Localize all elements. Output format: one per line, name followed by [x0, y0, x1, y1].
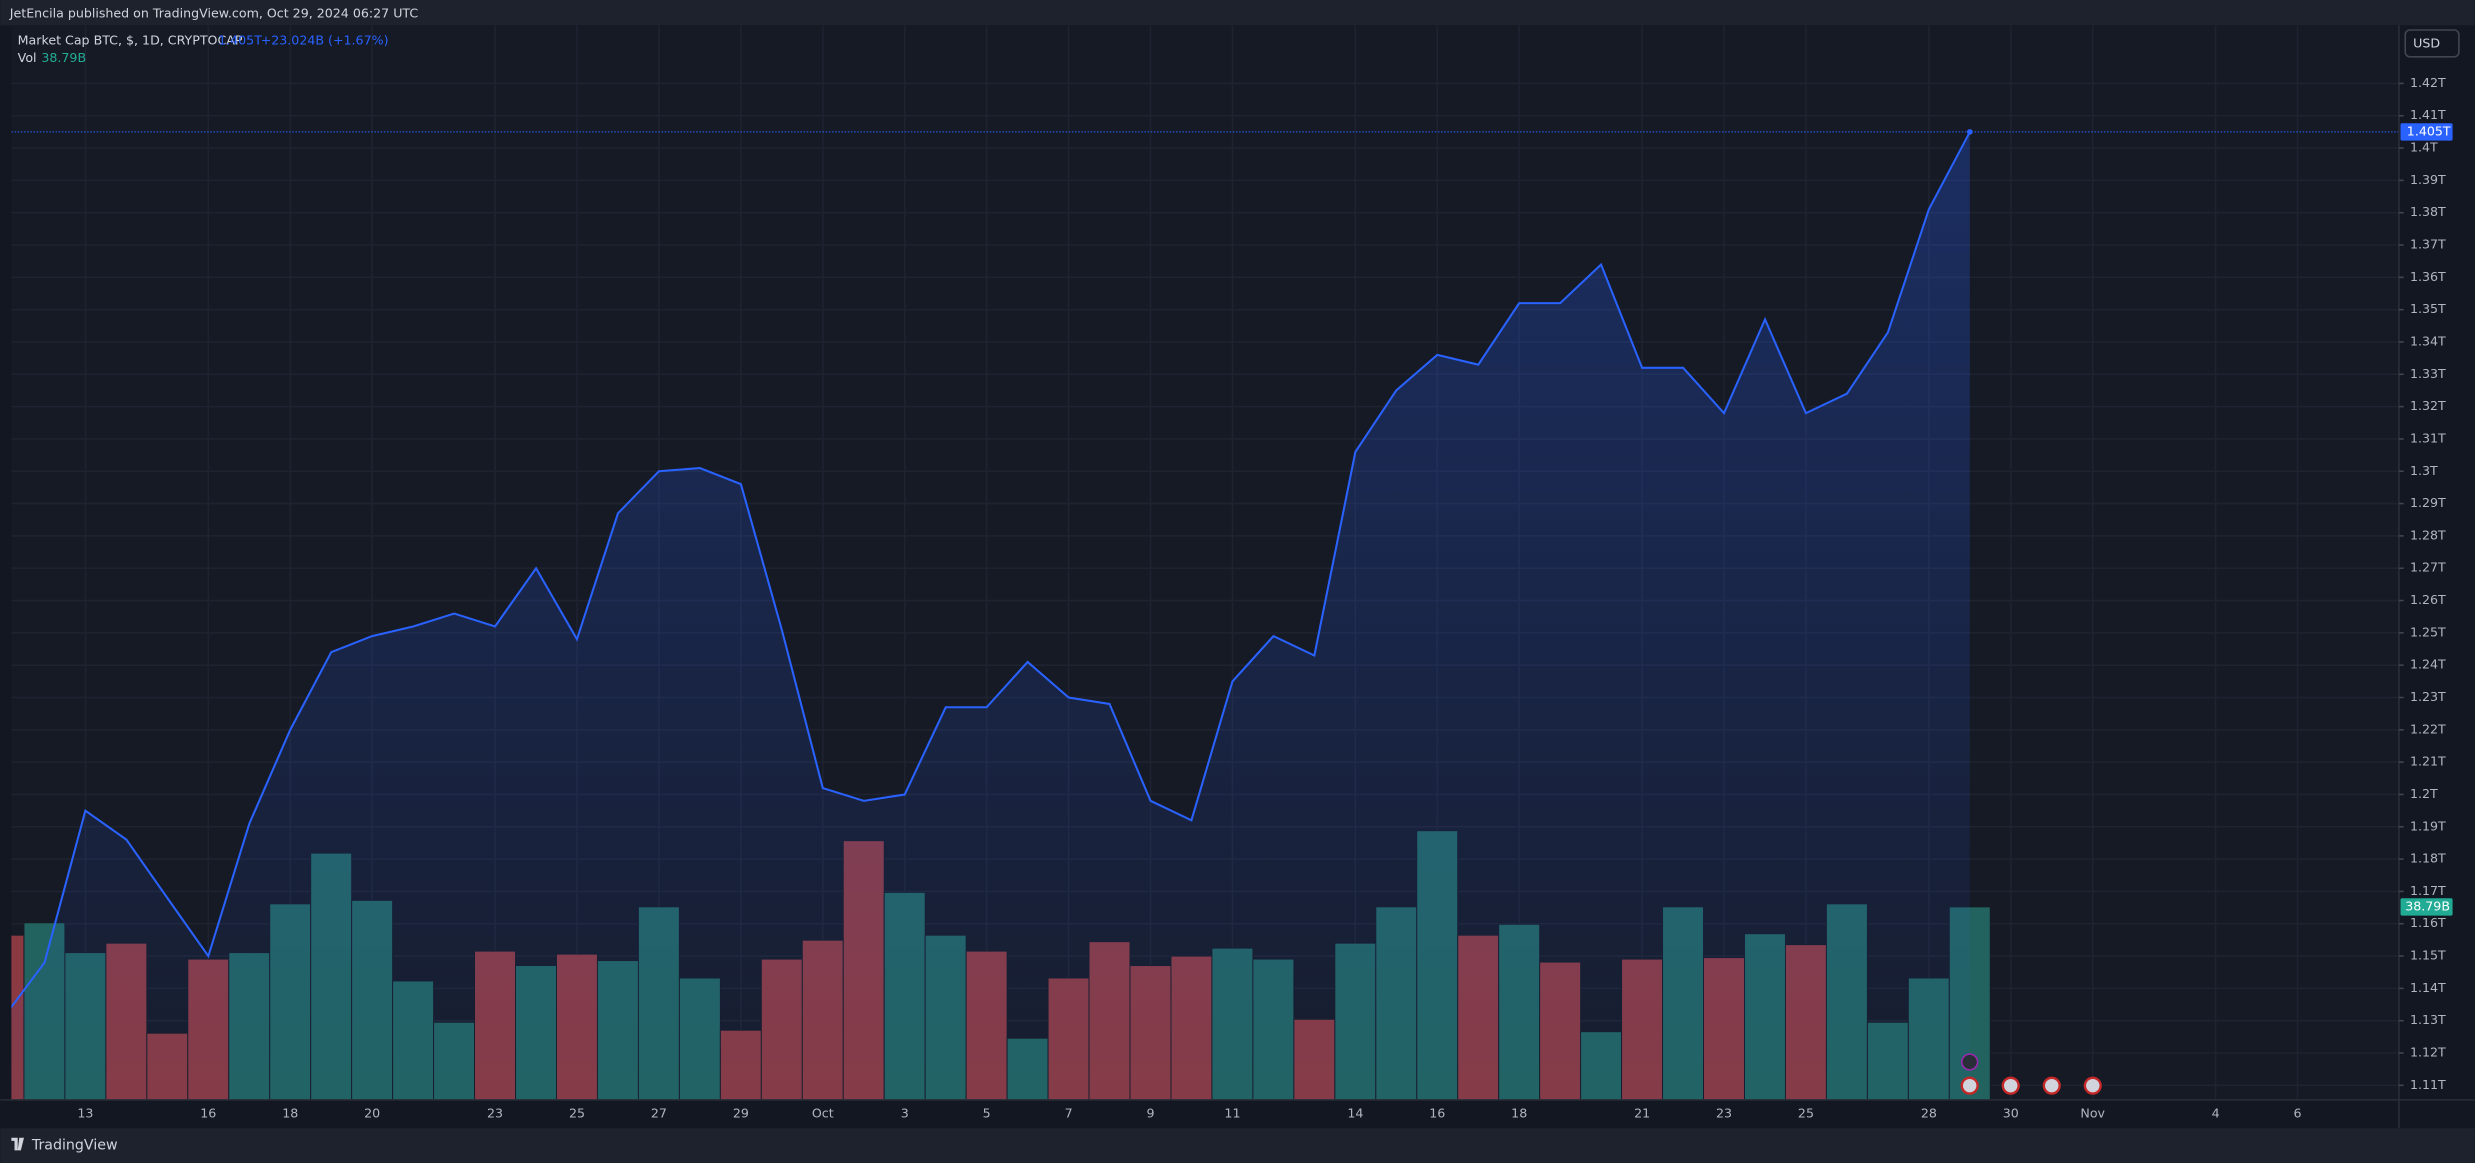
y-tick-label: 1.42T [2410, 75, 2446, 90]
last-point [1966, 129, 1973, 135]
y-tick-label: 1.14T [2410, 980, 2446, 995]
y-tick-label: 1.33T [2410, 366, 2446, 381]
event-icons[interactable] [1960, 1053, 2102, 1095]
y-tick-label: 1.12T [2410, 1045, 2446, 1060]
last-value: 1.405T [218, 33, 262, 48]
y-tick-label: 1.19T [2410, 818, 2446, 833]
plot [11, 129, 2399, 1100]
y-tick-label: 1.38T [2410, 204, 2446, 219]
x-tick-label: 20 [364, 1106, 380, 1121]
volume-tag [2400, 898, 2453, 916]
currency-box[interactable] [2404, 29, 2460, 58]
x-tick-label: 13 [77, 1106, 93, 1121]
brand: TradingView [31, 1138, 118, 1154]
x-tick-label: 28 [1921, 1106, 1937, 1121]
x-tick-label: 29 [733, 1106, 749, 1121]
x-tick-label: 7 [1065, 1106, 1073, 1121]
y-tick-label: 1.17T [2410, 883, 2446, 898]
footer-bar [0, 1128, 2475, 1163]
y-tick-label: 1.18T [2410, 851, 2446, 866]
x-tick-label: 11 [1224, 1106, 1240, 1121]
x-tick-label: 6 [2294, 1106, 2302, 1121]
y-tick-label: 1.41T [2410, 107, 2446, 122]
x-tick-label: 16 [1429, 1106, 1445, 1121]
y-tick-label: 1.2T [2410, 786, 2438, 801]
x-tick-label: 23 [487, 1106, 503, 1121]
y-tick-label: 1.11T [2410, 1077, 2446, 1092]
y-tick-label: 1.27T [2410, 560, 2446, 575]
x-tick-label: 27 [651, 1106, 667, 1121]
event-icon[interactable] [2042, 1076, 2061, 1095]
y-tick-label: 1.4T [2410, 140, 2438, 155]
volume-tag-label: 38.79B [2405, 898, 2450, 913]
x-tick-label: 23 [1716, 1106, 1732, 1121]
y-tick-label: 1.25T [2410, 624, 2446, 639]
currency[interactable]: USD [2413, 36, 2440, 51]
logo [11, 1137, 25, 1151]
x-tick-label: 25 [1798, 1106, 1814, 1121]
y-tick-label: 1.31T [2410, 430, 2446, 445]
x-tick-label: 14 [1347, 1106, 1363, 1121]
y-tick-label: 1.15T [2410, 948, 2446, 963]
event-icon[interactable] [2001, 1076, 2020, 1095]
y-tick-label: 1.21T [2410, 754, 2446, 769]
x-tick-label: 3 [901, 1106, 909, 1121]
y-tick-label: 1.34T [2410, 333, 2446, 348]
y-tick-label: 1.36T [2410, 269, 2446, 284]
x-tick-label: 25 [569, 1106, 585, 1121]
last-price-tag-label: 1.405T [2407, 123, 2451, 138]
x-tick-label: 9 [1147, 1106, 1155, 1121]
event-icon[interactable] [1960, 1076, 1979, 1095]
y-tick-label: 1.26T [2410, 592, 2446, 607]
change: +23.024B (+1.67%) [261, 33, 389, 48]
y-tick-label: 1.13T [2410, 1012, 2446, 1027]
y-tick-label: 1.22T [2410, 721, 2446, 736]
x-tick-label: 5 [983, 1106, 991, 1121]
publisher: JetEncila published on TradingView.com, … [9, 6, 419, 21]
x-tick-label: 4 [2212, 1106, 2220, 1121]
x-tick-label: 16 [200, 1106, 216, 1121]
header-bar [0, 0, 2475, 26]
area [11, 131, 1970, 1100]
x-tick-label: Oct [812, 1106, 834, 1121]
y-tick-label: 1.29T [2410, 495, 2446, 510]
x-tick-label: 18 [282, 1106, 298, 1121]
y-tick-label: 1.23T [2410, 689, 2446, 704]
y-tick-label: 1.24T [2410, 657, 2446, 672]
y-tick-label: 1.32T [2410, 398, 2446, 413]
y-tick-label: 1.16T [2410, 915, 2446, 930]
x-tick-label: 30 [2003, 1106, 2019, 1121]
y-tick-label: 1.3T [2410, 463, 2438, 478]
y-tick-label: 1.35T [2410, 301, 2446, 316]
x-tick-label: Nov [2080, 1106, 2105, 1121]
y-tick-label: 1.39T [2410, 172, 2446, 187]
last-price-tag [2400, 123, 2453, 141]
price-line [11, 131, 1971, 1009]
x-tick-label: 18 [1511, 1106, 1527, 1121]
event-icon[interactable] [1961, 1053, 1979, 1071]
y-tick-label: 1.37T [2410, 237, 2446, 252]
y-tick-label: 1.28T [2410, 527, 2446, 542]
volume-value: 38.79B [41, 50, 86, 65]
event-icon[interactable] [2083, 1076, 2102, 1095]
x-tick-label: 21 [1634, 1106, 1650, 1121]
series-title: Market Cap BTC, $, 1D, CRYPTOCAP [18, 33, 243, 48]
volume-title: Vol [18, 50, 37, 65]
